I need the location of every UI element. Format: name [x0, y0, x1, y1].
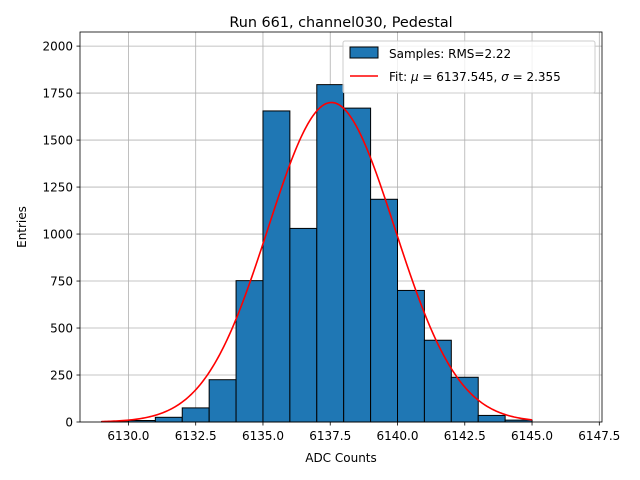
histogram-bar	[208, 379, 237, 423]
histogram-bar	[181, 407, 210, 423]
y-tick-label: 2000	[42, 39, 73, 53]
chart-title: Run 661, channel030, Pedestal	[229, 15, 452, 31]
histogram-bars	[101, 84, 533, 423]
histogram-bar	[397, 289, 425, 423]
legend: Samples: RMS=2.22 Fit: μ = 6137.545, σ =…	[342, 40, 596, 94]
plot-frame	[79, 31, 603, 423]
histogram-bar	[477, 414, 506, 423]
y-tick-label: 1000	[42, 227, 73, 241]
legend-swatch-samples	[349, 46, 379, 59]
legend-label-samples: Samples: RMS=2.22	[389, 47, 511, 61]
y-tick-label: 1500	[42, 133, 73, 147]
y-tick-label: 500	[50, 321, 73, 335]
histogram-bar	[423, 339, 452, 423]
x-tick-label: 6145.0	[511, 429, 553, 443]
x-tick-label: 6140.0	[377, 429, 419, 443]
y-tick-label: 1250	[42, 180, 73, 194]
y-axis-ticks: 0 250 500 750 1000 1250 1500 1750 2000	[42, 39, 80, 429]
y-axis-label: Entries	[15, 206, 29, 248]
y-tick-label: 250	[50, 368, 73, 382]
x-tick-label: 6147.5	[578, 429, 620, 443]
y-tick-label: 0	[65, 415, 73, 429]
histogram-bar	[343, 107, 372, 423]
x-axis-ticks: 6130.0 6132.5 6135.0 6137.5 6140.0 6142.5 6145…	[107, 422, 620, 443]
histogram-bar	[262, 110, 291, 423]
x-tick-label: 6135.0	[242, 429, 284, 443]
histogram-bar	[154, 416, 183, 423]
plot-area: 6130.0 6132.5 6135.0 6137.5 6140.0 6142.5 6145…	[42, 31, 620, 443]
x-tick-label: 6132.5	[175, 429, 217, 443]
x-tick-label: 6130.0	[107, 429, 149, 443]
legend-label-fit: Fit: μ = 6137.545, σ = 2.355	[389, 70, 561, 84]
x-axis-label: ADC Counts	[305, 451, 377, 465]
legend-box	[342, 40, 596, 94]
histogram-bar	[450, 376, 479, 423]
histogram-bar	[235, 280, 264, 423]
histogram-bar	[370, 198, 399, 423]
y-tick-label: 1750	[42, 86, 73, 100]
gaussian-fit-curve	[101, 101, 533, 423]
histogram-bar	[316, 84, 345, 423]
y-tick-label: 750	[50, 274, 73, 288]
x-tick-label: 6142.5	[444, 429, 486, 443]
histogram-bar	[289, 227, 318, 423]
x-tick-label: 6137.5	[309, 429, 351, 443]
